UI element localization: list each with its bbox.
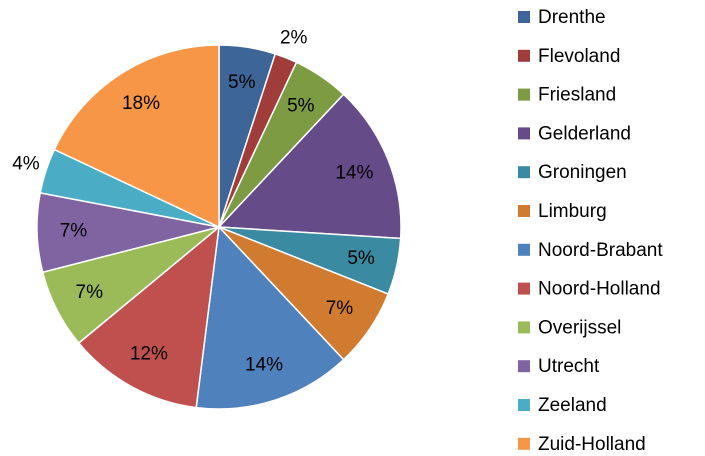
legend-label: Utrecht [538,356,600,377]
data-label: 5% [228,72,256,93]
legend-swatch [518,282,530,295]
data-label: 7% [60,221,88,242]
data-label: 12% [130,344,168,365]
data-label: 14% [245,354,283,375]
legend-label: Gelderland [538,123,631,144]
legend-label: Zuid-Holland [538,434,646,455]
legend-swatch [518,205,530,217]
data-label: 4% [12,153,40,174]
pie-slice [217,93,402,240]
data-label: 5% [347,248,375,269]
legend-swatch [518,321,530,334]
legend-swatch [518,49,530,62]
pie-slice [195,225,345,410]
legend-label: Noord-Holland [538,279,661,300]
pie-slice [53,44,220,229]
legend-label: Friesland [538,85,616,106]
legend-swatch [518,399,530,411]
data-label: 18% [122,93,160,114]
legend-label: Drenthe [538,7,606,28]
legend-swatch [518,11,530,23]
legend-swatch [518,166,530,179]
legend-label: Zeeland [538,395,607,416]
data-label: 5% [287,96,315,117]
data-label: 2% [280,27,308,48]
pie-slice [77,225,220,409]
legend-label: Groningen [538,162,627,183]
legend-swatch [518,437,530,450]
data-label: 7% [76,282,104,303]
legend-swatch [518,127,530,140]
legend-label: Overijssel [538,317,621,338]
legend-label: Flevoland [538,46,620,67]
legend-swatch [518,243,530,256]
data-label: 14% [335,162,373,183]
data-label: 7% [326,298,354,319]
legend-label: Noord-Brabant [538,240,663,261]
legend-label: Limburg [538,201,607,222]
legend-swatch [518,88,530,101]
legend-swatch [518,360,530,373]
